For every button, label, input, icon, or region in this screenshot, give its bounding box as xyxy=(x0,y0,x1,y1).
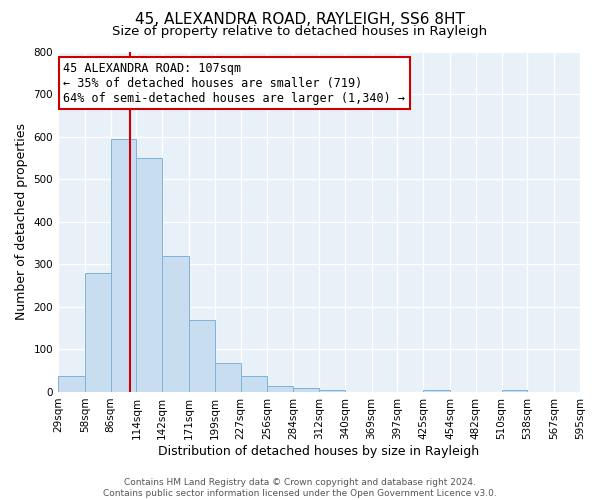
Bar xyxy=(268,386,293,392)
Bar xyxy=(580,390,600,392)
Bar xyxy=(85,273,110,392)
Bar xyxy=(502,390,527,392)
Bar xyxy=(58,376,85,392)
Text: Contains HM Land Registry data © Crown copyright and database right 2024.
Contai: Contains HM Land Registry data © Crown c… xyxy=(103,478,497,498)
Bar xyxy=(136,158,162,392)
Y-axis label: Number of detached properties: Number of detached properties xyxy=(15,123,28,320)
Bar xyxy=(293,388,319,392)
X-axis label: Distribution of detached houses by size in Rayleigh: Distribution of detached houses by size … xyxy=(158,444,479,458)
Bar xyxy=(215,364,241,392)
Text: 45, ALEXANDRA ROAD, RAYLEIGH, SS6 8HT: 45, ALEXANDRA ROAD, RAYLEIGH, SS6 8HT xyxy=(135,12,465,28)
Text: Size of property relative to detached houses in Rayleigh: Size of property relative to detached ho… xyxy=(112,25,488,38)
Bar xyxy=(110,138,136,392)
Text: 45 ALEXANDRA ROAD: 107sqm
← 35% of detached houses are smaller (719)
64% of semi: 45 ALEXANDRA ROAD: 107sqm ← 35% of detac… xyxy=(63,62,405,104)
Bar xyxy=(319,390,345,392)
Bar xyxy=(162,256,189,392)
Bar xyxy=(189,320,215,392)
Bar xyxy=(241,376,268,392)
Bar xyxy=(423,390,450,392)
